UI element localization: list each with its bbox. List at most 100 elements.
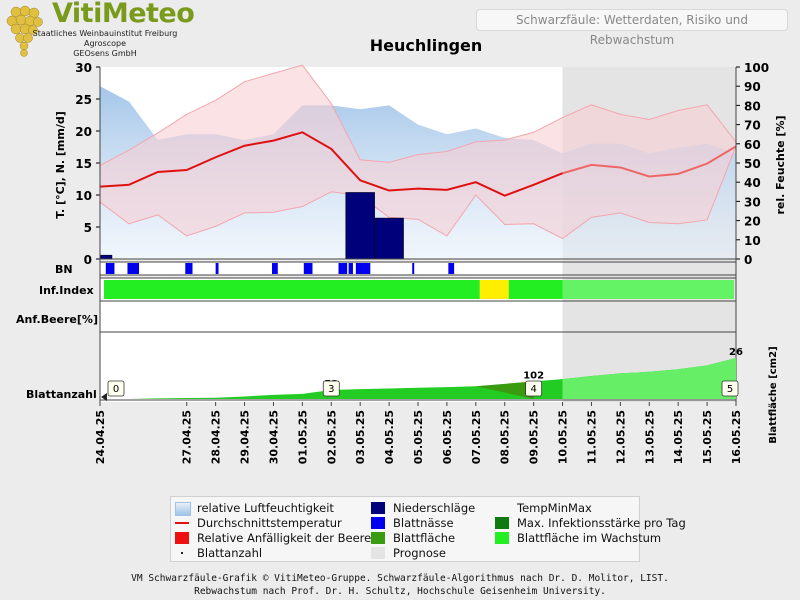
x-tick-label: 10.05.25 [557,410,570,464]
footer-line-2: Rebwachstum nach Prof. Dr. H. Schultz, H… [194,586,606,597]
x-tick-label: 03.05.25 [354,410,367,464]
leaf-area-value-label: 102 [523,370,544,381]
temp-minmax-band [100,65,736,239]
leaf-wetness-bar [272,263,278,274]
x-tick-label: 11.05.25 [585,410,598,464]
y-left-tick-label: 30 [75,61,92,75]
grape-logo-icon [6,5,43,57]
leaf-area-forecast [562,358,736,399]
x-tick-label: 14.05.25 [672,410,685,464]
row-label-bn: BN [55,263,73,276]
leaf-count-marker [525,380,543,397]
x-tick-label: 02.05.25 [325,410,338,464]
x-tick-label: 01.05.25 [296,410,309,464]
footer-line-1: VM Schwarzfäule-Grafik © VitiMeteo-Grupp… [131,573,669,584]
leaf-count-label: 4 [530,384,536,395]
y-right-label: rel. Feuchte [%] [774,116,787,215]
temp-min-line [99,146,737,240]
avg-temp-forecast-line [562,145,737,178]
x-tick-label: 05.05.25 [412,410,425,464]
leaf-count-marker [721,380,739,397]
leaf-area-dark-wedge [475,381,534,399]
x-tick-label: 15.05.25 [701,410,714,464]
leaf-count-label: 3 [328,384,334,395]
brand-title: VitiMeteo [52,0,195,29]
app-title-box: Schwarzfäule: Wetterdaten, Risiko und Re… [476,9,788,47]
row-label-blatt: Blattanzahl [26,388,97,401]
x-tick-label: 27.04.25 [181,410,194,464]
y-left-tick-label: 5 [84,221,92,235]
scroll-left-arrow-icon [101,393,107,401]
legend-swatch-avg-temp [175,522,189,524]
leaf-wetness-bar [338,263,348,274]
x-tick-label: 30.04.25 [267,410,280,464]
y-right-tick-label: 50 [744,157,761,171]
y-left-tick-label: 0 [84,253,92,267]
x-tick-label: 09.05.25 [528,410,541,464]
x-tick-label: 04.05.25 [383,410,396,464]
weather-risk-chart: Heuchlingen 0510152025300102030405060708… [16,36,787,464]
brand-sub-1: Staatliches Weinbauinstitut Freiburg [32,29,178,38]
legend-swatch-rain [371,502,385,514]
legend-swatch-leaf-growth [495,532,509,544]
legend-swatch-berry [175,532,189,544]
legend-swatch-humidity [175,502,191,516]
y-left-tick-label: 25 [75,93,92,107]
legend-swatch-max-infection [495,517,509,529]
leaf-wetness-bar [215,263,219,274]
infection-index-segment [508,280,734,299]
row-label-inf: Inf.Index [39,284,94,297]
legend-swatch-leaf-wet [371,517,385,529]
brand-sub-3: GEOsens GmbH [73,49,137,58]
leaf-area-value-label: 26 [729,347,743,358]
temp-max-line [99,64,737,167]
y-right-tick-label: 60 [744,138,761,152]
infection-index-segment [479,280,509,299]
rain-bar [374,217,404,260]
x-tick-label: 13.05.25 [643,410,656,464]
location-title: Heuchlingen [370,36,483,55]
y-right-tick-label: 80 [744,99,761,113]
leaf-count-label: 0 [113,384,119,395]
leaf-wetness-bar [303,263,313,274]
leaf-wetness-bar [355,263,371,274]
leaf-wetness-bar [348,263,353,274]
y-right-tick-label: 40 [744,176,761,190]
leaf-wetness-bar [448,263,455,274]
x-tick-label: 16.05.25 [730,410,743,464]
legend-swatch-prognose [371,547,385,559]
brand-sub-2: Agroscope [83,39,127,48]
x-tick-label: 29.04.25 [239,410,252,464]
leaf-area-axis-label: Blattfläche [cm2] [768,346,779,443]
y-right-tick-label: 30 [744,195,761,209]
leaf-count-label: 5 [727,384,733,395]
infection-index-segment [104,280,480,299]
y-right-tick-label: 20 [744,215,761,229]
x-tick-label: 24.04.25 [94,410,107,464]
avg-temp-line [99,131,563,197]
y-left-label: T. [°C], N. [mm/d] [54,111,67,219]
y-left-tick-label: 10 [75,189,92,203]
leaf-count-marker [107,380,125,397]
leaf-wetness-bar [105,263,115,274]
x-tick-label: 06.05.25 [441,410,454,464]
y-left-tick-label: 15 [75,157,92,171]
y-right-tick-label: 10 [744,234,761,248]
x-tick-label: 07.05.25 [470,410,483,464]
rain-bar [99,254,113,260]
leaf-wetness-bar [127,263,140,274]
y-left-tick-label: 20 [75,125,92,139]
row-label-anf: Anf.Beere[%] [16,313,98,326]
infection-forecast-tint [562,280,734,299]
y-right-tick-label: 100 [744,61,769,75]
y-right-tick-label: 70 [744,119,761,133]
x-tick-label: 12.05.25 [614,410,627,464]
y-right-tick-label: 0 [744,253,752,267]
legend-swatch-leaf-area [371,532,385,544]
legend-swatch-leaf-count [181,552,183,554]
legend: relative Luftfeuchtigkeit Niederschläge … [170,496,686,562]
rain-bar [345,192,375,260]
y-right-tick-label: 90 [744,80,761,94]
leaf-count-marker [322,380,340,397]
